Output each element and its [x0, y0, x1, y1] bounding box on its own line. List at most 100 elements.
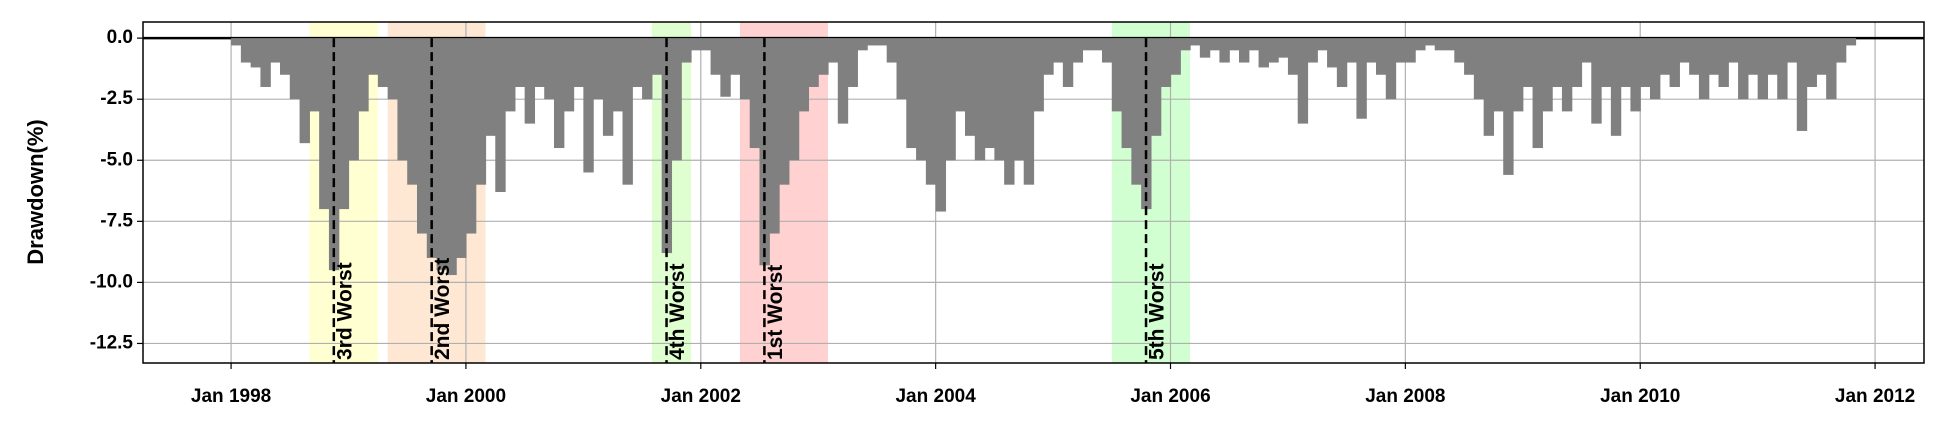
drawdown-bar	[348, 38, 359, 161]
drawdown-bar	[1131, 38, 1142, 185]
drawdown-bar	[1268, 38, 1279, 63]
period-label: 4th Worst	[666, 264, 689, 360]
drawdown-bar	[1160, 38, 1172, 87]
drawdown-bar	[270, 38, 281, 63]
drawdown-bar	[573, 38, 584, 87]
drawdown-bar	[260, 38, 271, 87]
drawdown-bar	[1747, 38, 1759, 75]
drawdown-bar	[700, 38, 712, 51]
drawdown-bar	[876, 38, 888, 46]
drawdown-bar	[1630, 38, 1641, 112]
drawdown-bar	[407, 38, 418, 185]
drawdown-bar	[280, 38, 291, 75]
drawdown-bar	[1473, 38, 1485, 100]
drawdown-bar	[1219, 38, 1230, 63]
drawdown-bar	[1239, 38, 1250, 63]
drawdown-bar	[1483, 38, 1495, 136]
drawdown-bar	[514, 38, 526, 87]
drawdown-bar	[1023, 38, 1035, 185]
drawdown-bar	[1728, 38, 1739, 63]
drawdown-bar	[358, 38, 369, 112]
drawdown-bar	[1190, 38, 1201, 46]
drawdown-bar	[1816, 38, 1827, 75]
drawdown-bar	[1209, 38, 1221, 51]
drawdown-bar	[1542, 38, 1553, 112]
drawdown-bar	[1424, 38, 1436, 46]
drawdown-bar	[1669, 38, 1680, 87]
x-tick-label: Jan 2006	[1130, 386, 1210, 407]
drawdown-bar	[387, 38, 399, 100]
drawdown-bar	[1835, 38, 1847, 63]
y-tick-label: -2.5	[100, 88, 133, 109]
drawdown-bar	[1434, 38, 1446, 51]
drawdown-bar	[1796, 38, 1808, 131]
drawdown-bar	[955, 38, 966, 112]
drawdown-bar	[984, 38, 995, 149]
plot-frame	[142, 21, 1925, 364]
drawdown-bar	[1150, 38, 1162, 136]
x-tick-label: Jan 2000	[426, 386, 506, 407]
drawdown-bar	[1689, 38, 1700, 75]
x-tick-label: Jan 2004	[895, 386, 976, 407]
y-tick-label: -5.0	[100, 149, 133, 170]
drawdown-bar	[1493, 38, 1504, 112]
drawdown-bar	[417, 38, 428, 234]
drawdown-bar	[1229, 38, 1240, 51]
drawdown-bar	[426, 38, 438, 258]
drawdown-bar	[1513, 38, 1524, 112]
drawdown-bar	[544, 38, 555, 100]
drawdown-bar	[808, 38, 819, 87]
period-label: 5th Worst	[1146, 264, 1169, 360]
drawdown-bar	[935, 38, 947, 212]
drawdown-bar	[1532, 38, 1543, 149]
drawdown-bar	[994, 38, 1005, 161]
drawdown-bar	[1698, 38, 1710, 100]
drawdown-bar	[1552, 38, 1563, 87]
drawdown-bar	[1757, 38, 1769, 100]
drawdown-bar	[1718, 38, 1729, 87]
drawdown-bar	[651, 38, 663, 75]
drawdown-bar	[1708, 38, 1720, 75]
drawdown-bar	[837, 38, 849, 124]
drawdown-bar	[289, 38, 301, 100]
drawdown-bar	[593, 38, 604, 100]
drawdown-bar	[1610, 38, 1622, 136]
drawdown-bar	[965, 38, 976, 136]
drawdown-bar	[1650, 38, 1661, 100]
drawdown-bar	[1062, 38, 1074, 87]
drawdown-bar	[1464, 38, 1475, 75]
drawdown-bar	[1102, 38, 1113, 63]
drawdown-bar	[896, 38, 907, 100]
drawdown-bar	[857, 38, 868, 51]
drawdown-bar	[377, 38, 389, 87]
x-tick-label: Jan 2010	[1600, 386, 1680, 407]
drawdown-bar	[485, 38, 496, 136]
drawdown-bar	[739, 38, 751, 100]
drawdown-bar	[495, 38, 506, 193]
drawdown-bar	[1043, 38, 1054, 75]
drawdown-bar	[1640, 38, 1651, 87]
drawdown-bar	[1620, 38, 1632, 87]
drawdown-bar	[465, 38, 477, 234]
drawdown-bar	[1082, 38, 1093, 51]
drawdown-bar	[368, 38, 379, 75]
y-axis-label: Drawdown(%)	[23, 119, 48, 264]
drawdown-bar	[1826, 38, 1837, 100]
drawdown-bar	[524, 38, 536, 124]
drawdown-bar	[1356, 38, 1367, 119]
drawdown-bar	[456, 38, 467, 258]
drawdown-bar	[240, 38, 252, 63]
drawdown-bar	[534, 38, 545, 87]
drawdown-bar	[925, 38, 937, 185]
drawdown-bar	[671, 38, 682, 161]
drawdown-bar	[1327, 38, 1338, 68]
drawdown-bar	[1287, 38, 1299, 75]
drawdown-bar	[563, 38, 575, 112]
drawdown-bar	[436, 38, 447, 271]
drawdown-bar	[1581, 38, 1592, 63]
drawdown-bar	[867, 38, 878, 46]
period-label: 2nd Worst	[431, 258, 454, 360]
drawdown-bar	[250, 38, 262, 68]
drawdown-bar	[1738, 38, 1749, 100]
drawdown-bar	[1072, 38, 1084, 63]
